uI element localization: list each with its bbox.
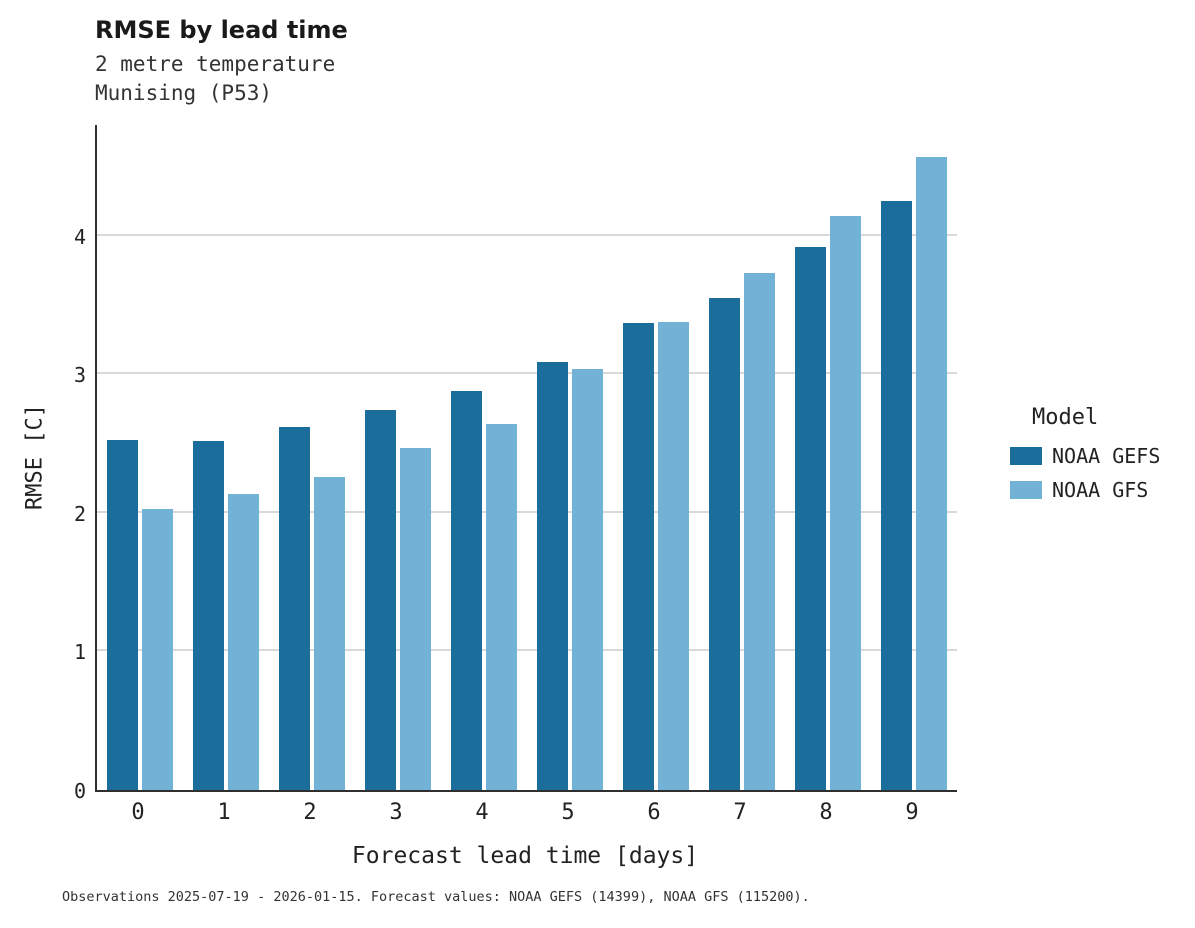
legend-title: Model [1032,405,1099,430]
x-axis-title: Forecast lead time [days] [351,843,699,869]
legend-item-noaa-gefs: NOAA GEFS [1010,444,1195,468]
bar-noaa-gefs [365,410,396,790]
chart-header: RMSE by lead time 2 metre temperature Mu… [95,16,348,108]
bar-noaa-gfs [916,156,947,790]
plot-area [95,125,957,792]
x-tick-label: 0 [131,800,145,825]
y-tick-label: 2 [73,501,86,526]
y-tick-label: 4 [73,224,86,249]
bar-group [441,125,527,790]
x-tick-label: 5 [561,800,575,825]
bar-noaa-gefs [279,427,310,790]
legend: Model NOAA GEFS NOAA GFS [1010,405,1195,512]
bar-groups [97,125,957,790]
x-tick-label: 1 [217,800,231,825]
bar-group [871,125,957,790]
bar-noaa-gefs [881,201,912,790]
bar-noaa-gfs [228,493,259,790]
bar-noaa-gfs [400,447,431,790]
gridline [97,233,957,236]
x-tick-label: 4 [475,800,489,825]
chart-subtitle-station: Munising (P53) [95,81,273,105]
bar-noaa-gefs [193,440,224,790]
y-axis-title: RMSE [C] [22,404,48,511]
x-tick-label: 8 [819,800,833,825]
bar-noaa-gfs [658,321,689,790]
gridline [97,372,957,375]
y-tick-label: 1 [73,640,86,665]
chart-title: RMSE by lead time [95,16,348,44]
bar-noaa-gefs [709,298,740,790]
legend-label-noaa-gefs: NOAA GEFS [1052,444,1161,468]
x-axis-ticks: 0 1 2 3 4 5 6 7 8 9 [95,800,955,825]
bar-noaa-gfs [486,424,517,790]
chart-subtitle-variable: 2 metre temperature [95,52,336,76]
bar-noaa-gefs [537,361,568,790]
bar-group [785,125,871,790]
x-tick-label: 3 [389,800,403,825]
bar-noaa-gefs [107,439,138,790]
gridline [97,649,957,652]
legend-label-noaa-gfs: NOAA GFS [1052,478,1149,502]
bar-group [269,125,355,790]
bar-noaa-gfs [314,476,345,790]
bar-group [355,125,441,790]
x-tick-label: 7 [733,800,747,825]
bar-noaa-gfs [830,216,861,790]
bar-group [183,125,269,790]
legend-item-noaa-gfs: NOAA GFS [1010,478,1195,502]
footer-caption: Observations 2025-07-19 - 2026-01-15. Fo… [62,889,810,905]
gridline [97,510,957,513]
bar-group [613,125,699,790]
bar-noaa-gefs [795,246,826,790]
legend-swatch-noaa-gefs [1010,447,1042,465]
bar-noaa-gfs [572,368,603,790]
legend-swatch-noaa-gfs [1010,481,1042,499]
bar-group [97,125,183,790]
y-axis-ticks: 0 1 2 3 4 [48,125,86,803]
bar-noaa-gfs [142,508,173,790]
y-tick-label: 0 [73,779,86,803]
x-tick-label: 6 [647,800,661,825]
bar-noaa-gefs [451,391,482,790]
x-tick-label: 9 [905,800,919,825]
y-tick-label: 3 [73,363,86,388]
x-tick-label: 2 [303,800,317,825]
bar-noaa-gefs [623,323,654,790]
bar-group [699,125,785,790]
bar-noaa-gfs [744,273,775,790]
bar-group [527,125,613,790]
